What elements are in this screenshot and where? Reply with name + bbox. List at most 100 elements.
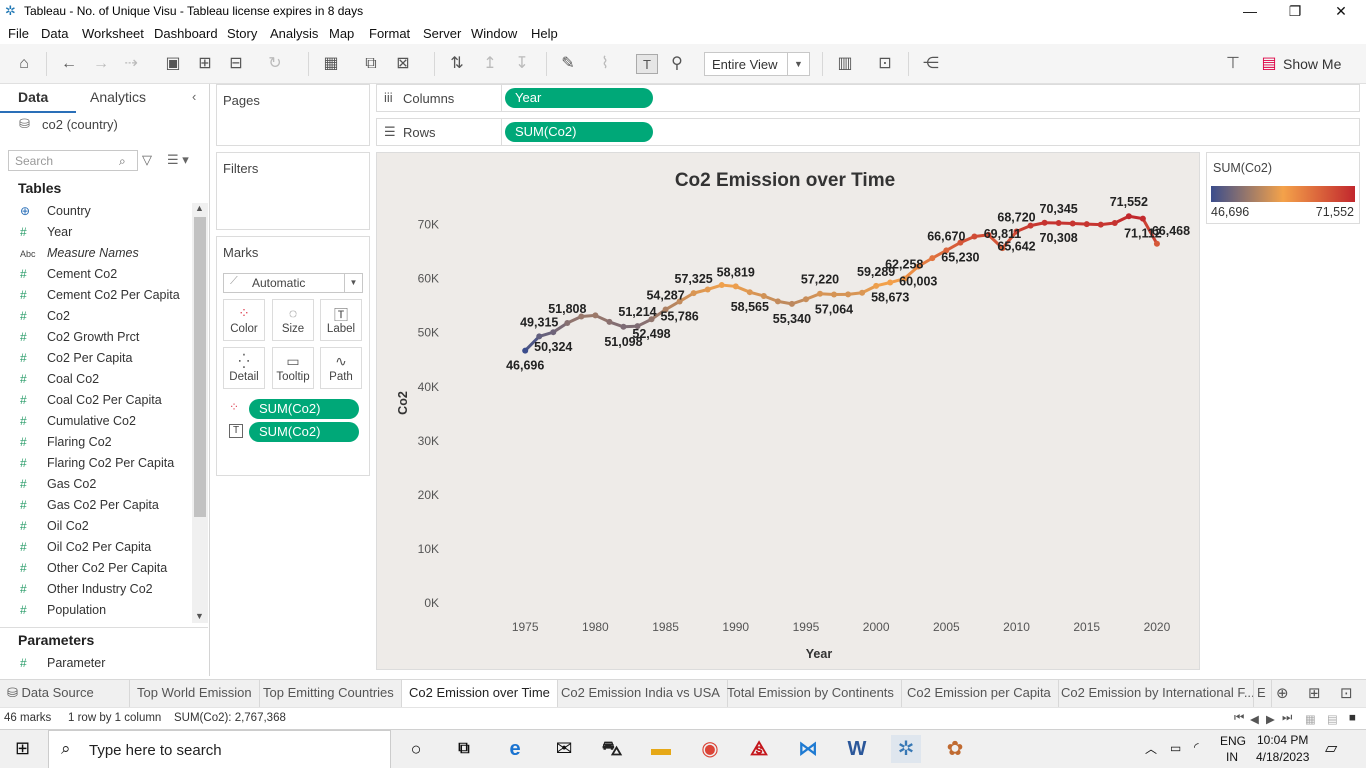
maximize-button[interactable]: ❐ xyxy=(1288,3,1302,19)
fit-dropdown[interactable]: Entire View ▼ xyxy=(704,52,810,76)
new-datasource-icon[interactable]: ⊞ xyxy=(198,55,212,72)
replay-icon[interactable]: ⇢ xyxy=(124,55,138,72)
tab-overflow[interactable]: E xyxy=(1254,680,1272,707)
vscode-icon[interactable]: ⋈ xyxy=(798,738,818,760)
minimize-button[interactable]: — xyxy=(1243,3,1257,19)
show-me-icon[interactable]: ▤ xyxy=(1261,55,1277,72)
field-item[interactable]: # Other Industry Co2 xyxy=(0,579,192,600)
redo-icon[interactable]: → xyxy=(93,55,109,72)
store-icon[interactable]: ⛍ xyxy=(601,738,623,760)
filmstrip-icon[interactable]: ▤ xyxy=(1327,714,1338,726)
save-icon[interactable]: ▣ xyxy=(165,55,181,72)
color-legend[interactable]: SUM(Co2) 46,696 71,552 xyxy=(1206,152,1360,224)
field-item[interactable]: # Cumulative Co2 xyxy=(0,411,192,432)
field-item[interactable]: # Co2 xyxy=(0,306,192,327)
show-cards-icon[interactable]: ▥ xyxy=(837,55,853,72)
tab-co2-emission-over-time[interactable]: Co2 Emission over Time xyxy=(402,680,558,707)
new-worksheet-icon[interactable]: ▦ xyxy=(323,55,339,72)
columns-shelf[interactable]: iii Columns Year xyxy=(376,84,1360,112)
menu-file[interactable]: File xyxy=(8,26,29,41)
label-pill[interactable]: SUM(Co2) xyxy=(249,422,359,442)
field-item[interactable]: # Cement Co2 xyxy=(0,264,192,285)
show-me-button[interactable]: Show Me xyxy=(1283,56,1342,72)
rows-shelf[interactable]: ☰ Rows SUM(Co2) xyxy=(376,118,1360,146)
color-button[interactable]: ⁘ Color xyxy=(223,299,265,341)
show-mark-labels-icon[interactable]: T xyxy=(636,54,658,74)
notifications-icon[interactable]: ▱ xyxy=(1325,740,1338,757)
swap-icon[interactable]: ⇅ xyxy=(450,55,464,72)
tabs-view-icon[interactable]: ■ xyxy=(1349,712,1356,724)
chrome-icon[interactable]: ◉ xyxy=(701,738,719,760)
scroll-up-icon[interactable]: ▲ xyxy=(195,203,204,213)
filters-card[interactable]: Filters xyxy=(216,152,370,230)
tab-co2-india-vs-usa[interactable]: Co2 Emission India vs USA xyxy=(554,680,728,707)
menu-server[interactable]: Server xyxy=(423,26,462,41)
field-item[interactable]: Abc Measure Names xyxy=(0,243,192,264)
field-item[interactable]: ⊕ Country xyxy=(0,201,192,222)
tab-total-emission-continents[interactable]: Total Emission by Continents xyxy=(720,680,902,707)
field-item[interactable]: # Cement Co2 Per Capita xyxy=(0,285,192,306)
tray-expand-icon[interactable]: ︿ xyxy=(1145,742,1158,756)
menu-data[interactable]: Data xyxy=(41,26,69,41)
chart-area[interactable]: Co2 Emission over Time Year Co2 0K 10K 20K… xyxy=(376,152,1200,670)
tab-co2-per-capita[interactable]: Co2 Emission per Capita xyxy=(900,680,1059,707)
field-item[interactable]: # Co2 Per Capita xyxy=(0,348,192,369)
mail-icon[interactable]: ✉ xyxy=(555,738,573,760)
duplicate-icon[interactable]: ⧉ xyxy=(365,55,377,72)
menu-story[interactable]: Story xyxy=(227,26,258,41)
menu-map[interactable]: Map xyxy=(329,26,355,41)
field-item[interactable]: # Gas Co2 Per Capita xyxy=(0,495,192,516)
taskbar-search[interactable]: ⌕ Type here to search xyxy=(48,730,391,768)
nav-last-icon[interactable]: ⏭ xyxy=(1282,712,1293,724)
pause-updates-icon[interactable]: ⊟ xyxy=(229,55,243,72)
nav-first-icon[interactable]: ⏮ xyxy=(1234,712,1245,724)
field-item[interactable]: # Year xyxy=(0,222,192,243)
highlight-icon[interactable]: ✎ xyxy=(561,55,575,72)
language-indicator[interactable]: ENG xyxy=(1220,734,1247,748)
sheet-sorter-icon[interactable]: ▦ xyxy=(1305,714,1316,726)
close-button[interactable]: ✕ xyxy=(1335,3,1347,19)
field-item[interactable]: # Other Co2 Per Capita xyxy=(0,558,192,579)
menu-dashboard[interactable]: Dashboard xyxy=(154,26,218,41)
scroll-down-icon[interactable]: ▼ xyxy=(195,611,204,621)
menu-analysis[interactable]: Analysis xyxy=(270,26,319,41)
size-button[interactable]: ◌ Size xyxy=(272,299,314,341)
new-worksheet-tab-icon[interactable]: ⊕ xyxy=(1276,685,1289,702)
pages-card[interactable]: Pages xyxy=(216,84,370,146)
detail-button[interactable]: ⁛ Detail xyxy=(223,347,265,389)
tab-top-emitting-countries[interactable]: Top Emitting Countries xyxy=(256,680,402,707)
share-icon[interactable]: ⋲ xyxy=(923,55,939,72)
search-input[interactable]: Search ⌕ xyxy=(8,150,138,171)
view-options-icon[interactable]: ☰ ▾ xyxy=(167,152,189,167)
collapse-pane-icon[interactable]: ‹ xyxy=(192,89,197,104)
menu-help[interactable]: Help xyxy=(531,26,558,41)
group-icon[interactable]: ⌇ xyxy=(601,55,609,72)
line-chart[interactable]: Co2 Emission over Time Year Co2 0K 10K 20K… xyxy=(377,153,1199,669)
filter-icon[interactable]: ▽ xyxy=(142,152,152,167)
battery-icon[interactable]: ▭ xyxy=(1170,741,1182,755)
wifi-icon[interactable]: ◜ xyxy=(1194,740,1199,754)
field-parameter[interactable]: # Parameter xyxy=(20,656,106,670)
field-item[interactable]: # Flaring Co2 Per Capita xyxy=(0,453,192,474)
format-painter-icon[interactable]: ⊤ xyxy=(1226,55,1240,72)
tab-analytics[interactable]: Analytics xyxy=(90,89,147,105)
windows-start-icon[interactable]: ⊞ xyxy=(15,738,31,758)
year-pill[interactable]: Year xyxy=(505,88,653,108)
clear-sheet-icon[interactable]: ⊠ xyxy=(396,55,410,72)
field-item[interactable]: # Oil Co2 xyxy=(0,516,192,537)
sort-descending-icon[interactable]: ↧ xyxy=(515,55,529,72)
file-explorer-icon[interactable]: ▬ xyxy=(651,738,671,760)
tooltip-button[interactable]: ▭ Tooltip xyxy=(272,347,314,389)
field-item[interactable]: # Flaring Co2 xyxy=(0,432,192,453)
home-icon[interactable]: ⌂ xyxy=(19,55,29,72)
pin-icon[interactable]: ⚲ xyxy=(671,55,683,72)
presentation-mode-icon[interactable]: ⊡ xyxy=(878,55,892,72)
word-icon[interactable]: W xyxy=(847,738,867,760)
menu-window[interactable]: Window xyxy=(471,26,518,41)
acrobat-icon[interactable]: ⧌ xyxy=(750,738,768,760)
paint-icon[interactable]: ✿ xyxy=(946,738,964,760)
field-item[interactable]: # Co2 Growth Prct xyxy=(0,327,192,348)
field-item[interactable]: # Oil Co2 Per Capita xyxy=(0,537,192,558)
tab-top-world-emission[interactable]: Top World Emission xyxy=(130,680,260,707)
sum-co2-pill[interactable]: SUM(Co2) xyxy=(505,122,653,142)
